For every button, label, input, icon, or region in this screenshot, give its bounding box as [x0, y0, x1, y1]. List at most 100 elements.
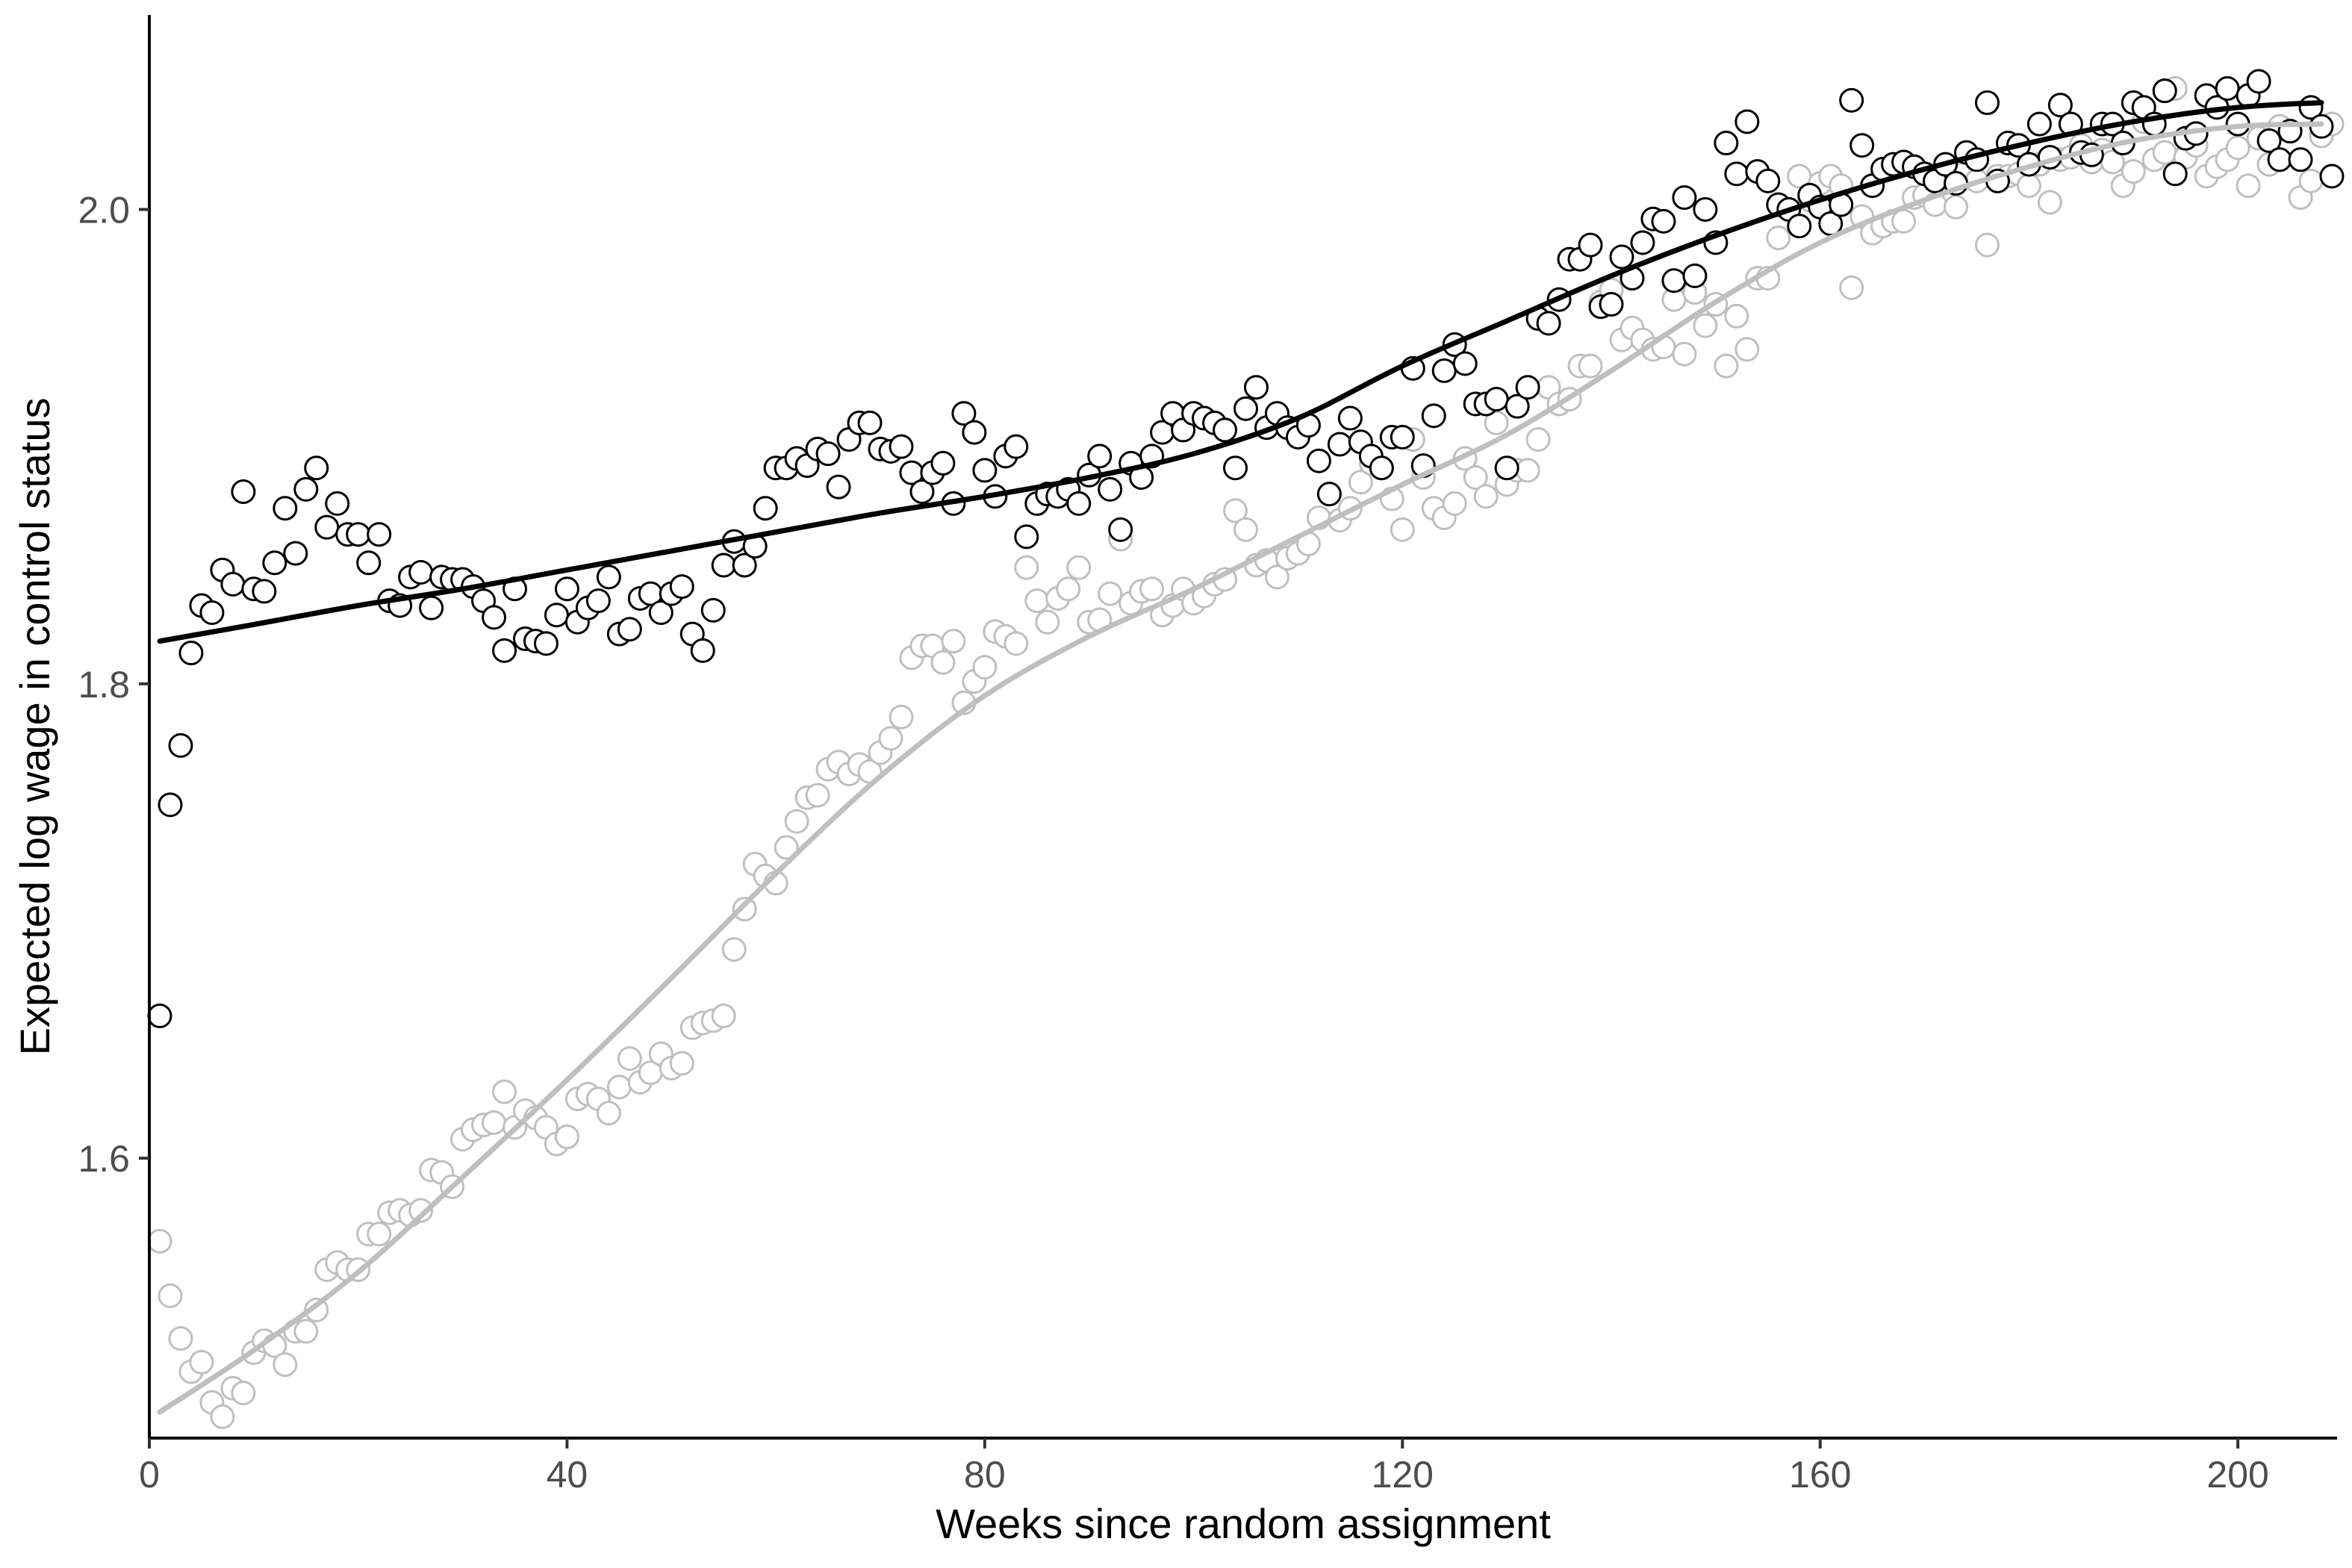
- data-point: [304, 455, 329, 481]
- data-point: [2152, 140, 2177, 165]
- data-point: [1714, 131, 1739, 156]
- data-point: [283, 541, 308, 566]
- y-axis-title: Expected log wage in control status: [11, 398, 58, 1056]
- data-point: [1316, 482, 1342, 507]
- data-point: [889, 434, 914, 459]
- data-point: [2267, 147, 2292, 172]
- data-point: [2047, 93, 2073, 118]
- data-point: [325, 491, 350, 516]
- data-point: [262, 550, 287, 576]
- data-point: [1014, 524, 1039, 550]
- data-point: [1243, 375, 1269, 400]
- data-point: [1735, 109, 1760, 134]
- data-point: [1578, 232, 1603, 258]
- data-point: [1066, 491, 1092, 516]
- data-point: [1849, 133, 1875, 158]
- data-point: [1974, 90, 2000, 116]
- data-point: [1473, 484, 1499, 509]
- data-point: [941, 629, 966, 654]
- data-point: [1108, 517, 1133, 542]
- x-ticks: 0 40 80 120 160 200: [139, 1438, 2269, 1496]
- data-point: [1442, 491, 1467, 516]
- data-point: [857, 410, 883, 435]
- data-point: [1484, 387, 1509, 412]
- data-point: [1599, 292, 1624, 317]
- data-point: [367, 522, 392, 547]
- x-axis-title: Weeks since random assignment: [936, 1500, 1551, 1547]
- data-point: [408, 1198, 434, 1223]
- data-point: [1505, 393, 1530, 419]
- data-point: [2121, 159, 2146, 184]
- data-point: [1390, 517, 1415, 542]
- data-point: [1327, 432, 1352, 457]
- data-point: [1609, 244, 1634, 270]
- data-point: [1066, 555, 1092, 580]
- data-point: [1452, 351, 1478, 376]
- data-point: [585, 588, 611, 614]
- data-point: [220, 571, 246, 597]
- y-tick-label: 1.8: [78, 664, 130, 706]
- data-point: [1839, 275, 1864, 300]
- data-point: [878, 726, 903, 751]
- data-point: [1714, 353, 1739, 379]
- x-tick-label: 80: [964, 1454, 1006, 1496]
- data-point: [2215, 75, 2240, 101]
- data-point: [1484, 410, 1509, 435]
- data-point: [2162, 161, 2188, 187]
- data-point: [231, 1381, 256, 1406]
- data-point: [1369, 455, 1394, 481]
- data-point: [2225, 135, 2250, 161]
- data-point: [1348, 470, 1373, 495]
- x-tick-label: 40: [547, 1454, 588, 1496]
- data-point: [930, 450, 956, 476]
- data-point: [669, 1051, 694, 1076]
- data-point: [147, 1004, 172, 1029]
- data-point: [482, 605, 507, 630]
- data-point: [199, 600, 225, 626]
- data-point: [951, 401, 977, 426]
- data-point: [189, 1349, 214, 1375]
- data-point: [1651, 208, 1676, 234]
- data-point: [2319, 164, 2345, 189]
- data-point: [1693, 196, 1718, 222]
- data-point: [1213, 417, 1238, 443]
- data-point: [1682, 263, 1708, 288]
- data-point: [273, 1352, 298, 1378]
- data-point: [1672, 341, 1697, 367]
- data-point: [2016, 173, 2041, 199]
- data-point: [753, 496, 778, 521]
- data-point: [210, 1404, 235, 1429]
- data-point: [1515, 458, 1540, 483]
- data-point: [1004, 434, 1029, 459]
- data-point: [1390, 424, 1415, 449]
- data-point: [1431, 358, 1457, 383]
- data-point: [606, 1074, 632, 1100]
- data-point: [711, 1004, 736, 1029]
- data-point: [252, 579, 277, 604]
- data-point: [1672, 185, 1697, 211]
- series-1: [147, 75, 2345, 1429]
- data-point: [231, 479, 256, 505]
- data-point: [346, 522, 371, 547]
- data-point: [1139, 576, 1165, 602]
- data-point: [648, 600, 673, 626]
- data-point: [482, 1110, 507, 1136]
- data-point: [1024, 588, 1050, 614]
- data-point: [2037, 190, 2062, 215]
- data-point: [784, 809, 809, 834]
- data-point: [544, 603, 569, 628]
- data-point: [617, 1046, 642, 1071]
- data-point: [1755, 168, 1781, 193]
- data-point: [617, 617, 642, 642]
- data-point: [314, 514, 340, 540]
- data-point: [1223, 455, 1248, 481]
- data-point: [492, 1079, 517, 1104]
- data-point: [168, 1326, 193, 1351]
- data-point: [700, 597, 726, 623]
- data-point: [2236, 173, 2261, 199]
- data-point: [1421, 403, 1446, 429]
- data-point: [419, 595, 444, 620]
- data-point: [1035, 609, 1060, 635]
- data-point: [774, 835, 799, 860]
- data-point: [1693, 313, 1718, 338]
